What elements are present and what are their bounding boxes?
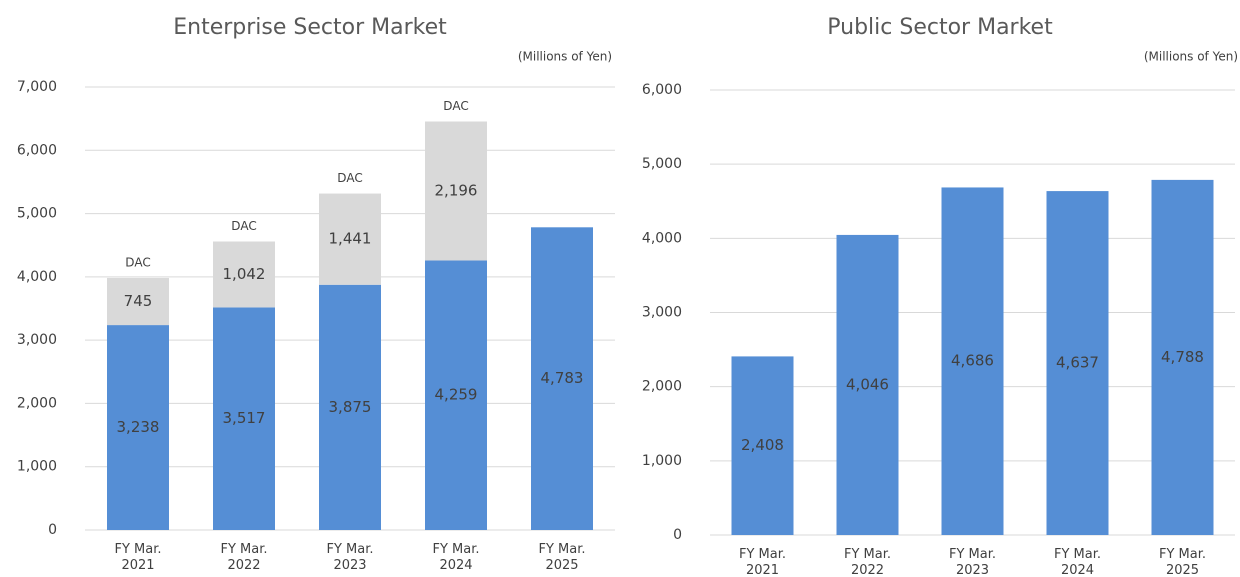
bar — [107, 277, 169, 326]
x-tick-label: FY Mar. 2025 — [538, 542, 586, 573]
data-label: 4,046 — [846, 375, 889, 393]
y-tick-label: 4,000 — [642, 230, 682, 246]
bar — [1046, 191, 1109, 535]
data-label: 4,259 — [435, 386, 478, 404]
x-tick-label: FY Mar. 2023 — [948, 547, 997, 577]
data-label: 745 — [124, 292, 153, 310]
data-label: 4,686 — [951, 352, 994, 370]
y-tick-label: 5,000 — [17, 206, 57, 222]
x-tick-label: FY Mar. 2022 — [843, 547, 892, 577]
y-tick-label: 0 — [673, 527, 682, 543]
series-label: DAC — [231, 219, 256, 233]
bar — [531, 227, 593, 530]
chart-title: Enterprise Sector Market — [173, 15, 447, 40]
chart-title: Public Sector Market — [827, 15, 1053, 40]
bar — [425, 121, 487, 261]
unit-label: (Millions of Yen) — [518, 50, 612, 64]
data-label: 4,637 — [1056, 354, 1099, 372]
unit-label: (Millions of Yen) — [1144, 50, 1238, 64]
data-label: 2,196 — [435, 181, 478, 199]
x-tick-label: FY Mar. 2023 — [326, 542, 374, 573]
data-label: 4,783 — [541, 369, 584, 387]
y-tick-label: 0 — [48, 522, 57, 538]
y-tick-label: 1,000 — [17, 459, 57, 475]
y-tick-label: 2,000 — [17, 395, 57, 411]
bar — [107, 325, 169, 530]
bar — [425, 260, 487, 530]
y-tick-label: 7,000 — [17, 79, 57, 95]
bar — [731, 356, 794, 535]
y-tick-label: 3,000 — [17, 332, 57, 348]
data-label: 3,238 — [117, 418, 160, 436]
bar — [213, 241, 275, 308]
data-label: 4,788 — [1161, 348, 1204, 366]
x-tick-label: FY Mar. 2024 — [432, 542, 480, 573]
y-tick-label: 2,000 — [642, 379, 682, 395]
bar — [213, 307, 275, 530]
y-tick-label: 1,000 — [642, 453, 682, 469]
series-label: DAC — [337, 171, 362, 185]
y-tick-label: 3,000 — [642, 305, 682, 321]
bar — [1151, 179, 1214, 535]
y-tick-label: 5,000 — [642, 156, 682, 172]
bar — [941, 187, 1004, 535]
data-label: 1,042 — [223, 265, 266, 283]
data-label: 3,517 — [223, 409, 266, 427]
y-tick-label: 6,000 — [642, 82, 682, 98]
y-tick-label: 6,000 — [17, 142, 57, 158]
x-tick-label: FY Mar. 2021 — [738, 547, 787, 577]
data-label: 3,875 — [329, 398, 372, 416]
y-tick-label: 4,000 — [17, 269, 57, 285]
bar — [319, 284, 381, 530]
series-label: DAC — [443, 99, 468, 113]
bar — [319, 193, 381, 285]
x-tick-label: FY Mar. 2021 — [114, 542, 162, 573]
bar — [836, 234, 899, 535]
data-label: 2,408 — [741, 436, 784, 454]
x-tick-label: FY Mar. 2024 — [1053, 547, 1102, 577]
x-tick-label: FY Mar. 2025 — [1158, 547, 1207, 577]
x-tick-label: FY Mar. 2022 — [220, 542, 268, 573]
series-label: DAC — [125, 255, 150, 269]
data-label: 1,441 — [329, 230, 372, 248]
